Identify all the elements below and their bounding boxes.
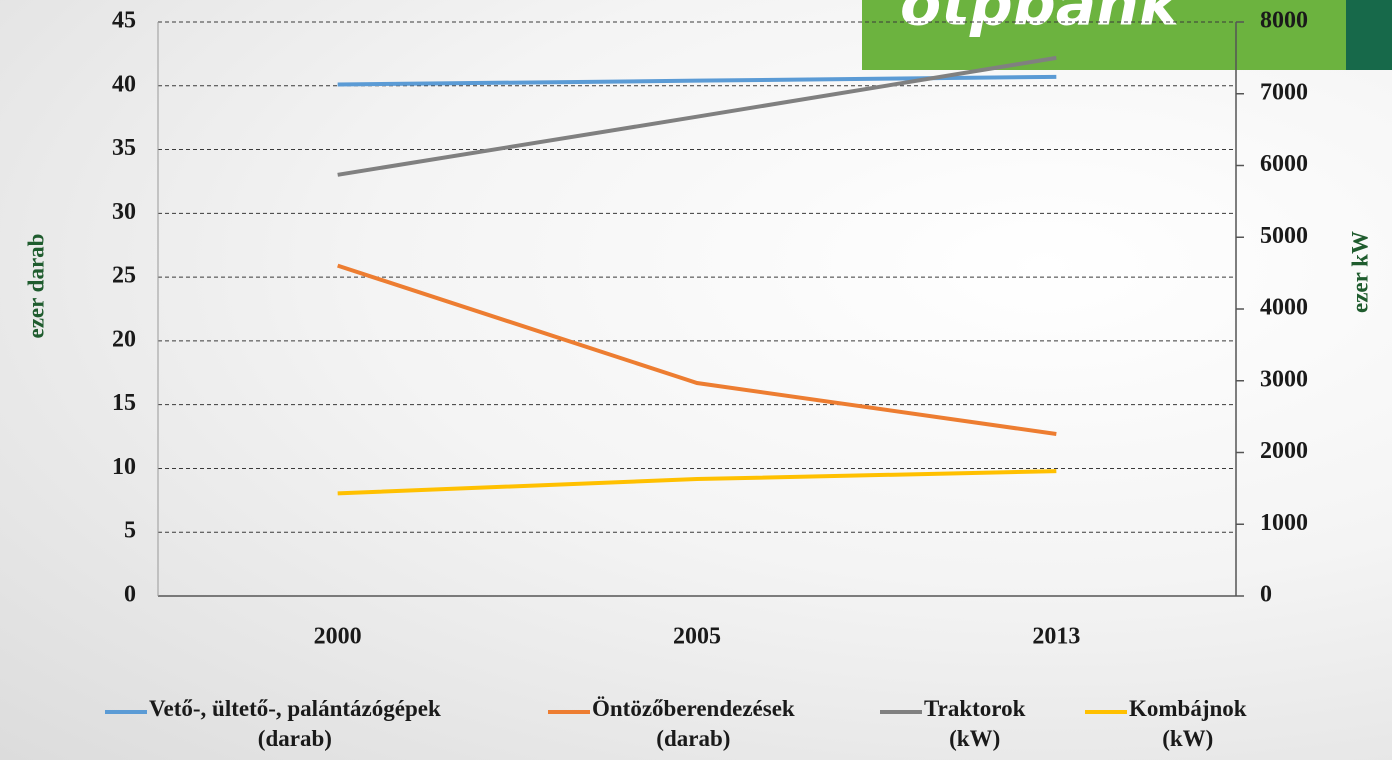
- legend-label: Traktorok (kW): [924, 696, 1026, 751]
- logo-box: [862, 0, 1346, 70]
- y-tick-label: 40: [112, 71, 136, 97]
- y-tick-label: 10: [112, 454, 136, 480]
- y2-tick-label: 5000: [1260, 223, 1308, 249]
- legend-item: Vető-, ültető-, palántázógépek (darab): [105, 694, 441, 754]
- legend-swatch: [548, 710, 590, 714]
- x-tick-label: 2005: [673, 624, 721, 650]
- y-tick-label: 5: [124, 518, 136, 544]
- y2-axis-label: ezer kW: [1347, 231, 1372, 313]
- legend-label: Kombájnok (kW): [1129, 696, 1247, 751]
- legend-swatch: [105, 710, 147, 714]
- y-tick-label: 0: [124, 582, 136, 608]
- series-line: [337, 74, 1057, 87]
- legend-label: Vető-, ültető-, palántázógépek (darab): [149, 696, 441, 751]
- y2-tick-label: 8000: [1260, 8, 1308, 34]
- logo-edge: [1346, 0, 1392, 70]
- y-tick-label: 20: [112, 326, 136, 352]
- series-line: [337, 469, 1057, 496]
- y-tick-label: 35: [112, 135, 136, 161]
- legend-item: Öntözőberendezések (darab): [548, 694, 795, 754]
- y-tick-label: 30: [112, 199, 136, 225]
- y2-tick-label: 0: [1260, 582, 1272, 608]
- chart: otpbank ezer darab ezer kW 0 5 10 15 20 25 30 3…: [23, 0, 1392, 650]
- series-line: [337, 55, 1057, 177]
- y-tick-label: 45: [112, 8, 136, 34]
- y2-tick-label: 6000: [1260, 151, 1308, 177]
- logo-text: otpbank: [900, 0, 1182, 40]
- legend: Vető-, ültető-, palántázógépek (darab) Ön…: [0, 694, 1392, 760]
- y2-tick-label: 4000: [1260, 295, 1308, 321]
- legend-swatch: [1085, 710, 1127, 714]
- legend-label: Öntözőberendezések (darab): [592, 696, 795, 751]
- y2-tick-label: 1000: [1260, 510, 1308, 536]
- y-axis-label: ezer darab: [23, 234, 48, 339]
- legend-item: Kombájnok (kW): [1085, 694, 1247, 754]
- y-tick-label: 25: [112, 263, 136, 289]
- legend-item: Traktorok (kW): [880, 694, 1025, 754]
- legend-swatch: [880, 710, 922, 714]
- x-tick-label: 2000: [314, 624, 362, 650]
- y2-tick-label: 2000: [1260, 438, 1308, 464]
- y2-tick-label: 3000: [1260, 366, 1308, 392]
- y-tick-label: 15: [112, 390, 136, 416]
- series-line: [337, 263, 1057, 436]
- x-tick-label: 2013: [1032, 624, 1080, 650]
- y2-tick-label: 7000: [1260, 79, 1308, 105]
